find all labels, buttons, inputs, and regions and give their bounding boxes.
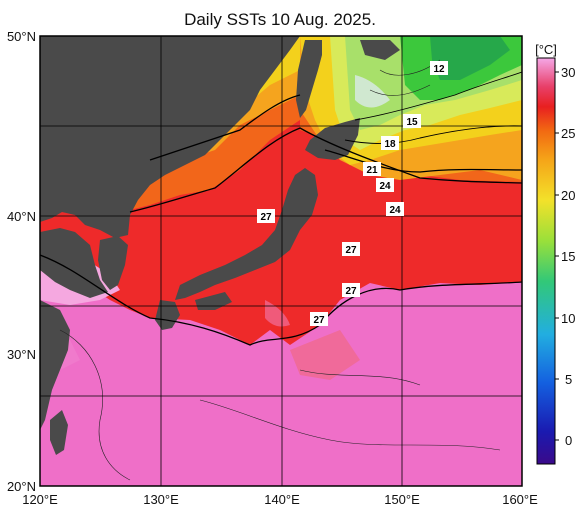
lat-label: 50°N xyxy=(7,29,36,44)
colorbar-tick-label: 20 xyxy=(561,188,575,203)
lat-label: 20°N xyxy=(7,479,36,494)
longitude-labels: 120°E 130°E 140°E 150°E 160°E xyxy=(22,492,538,507)
lon-label: 160°E xyxy=(502,492,538,507)
isotherm-label: 24 xyxy=(376,178,394,192)
colorbar-tick-label: 0 xyxy=(565,433,572,448)
lon-label: 140°E xyxy=(264,492,300,507)
svg-text:21: 21 xyxy=(366,165,378,176)
isotherm-label: 27 xyxy=(342,242,360,256)
taiwan xyxy=(50,410,68,455)
isotherm-label: 27 xyxy=(257,209,275,223)
svg-text:24: 24 xyxy=(379,181,391,192)
mainland-asia xyxy=(40,36,300,238)
isotherm-labels: 12 15 18 21 24 24 27 27 27 27 xyxy=(257,61,448,326)
svg-text:12: 12 xyxy=(433,64,445,75)
lat-label: 40°N xyxy=(7,209,36,224)
isotherm-label: 12 xyxy=(430,61,448,75)
china-coast xyxy=(40,228,108,298)
lon-label: 150°E xyxy=(384,492,420,507)
colorbar-unit: [°C] xyxy=(535,42,557,57)
shikoku xyxy=(195,292,232,310)
colorbar-tick-label: 15 xyxy=(561,249,575,264)
lon-label: 120°E xyxy=(22,492,58,507)
svg-text:18: 18 xyxy=(384,139,396,150)
colorbar-tick-label: 5 xyxy=(565,372,572,387)
minor-contours xyxy=(59,59,501,481)
colorbar-gradient xyxy=(536,57,556,465)
kamchatka-tip xyxy=(360,40,400,60)
lon-label: 130°E xyxy=(143,492,179,507)
sakhalin xyxy=(296,40,322,118)
svg-text:27: 27 xyxy=(260,212,272,223)
lat-label: 30°N xyxy=(7,347,36,362)
colorbar: [°C] 30 25 20 15 10 5 0 xyxy=(535,42,575,465)
latitude-labels: 50°N 40°N 30°N 20°N xyxy=(7,29,36,494)
isotherm-label: 27 xyxy=(310,312,328,326)
svg-text:27: 27 xyxy=(345,245,357,256)
colorbar-ticks xyxy=(555,71,559,441)
isotherm-label: 21 xyxy=(363,162,381,176)
isotherm-label: 15 xyxy=(403,114,421,128)
china-south-coast xyxy=(40,300,70,430)
svg-text:24: 24 xyxy=(389,205,401,216)
honshu xyxy=(175,168,318,300)
isotherm-label: 27 xyxy=(342,283,360,297)
colorbar-tick-label: 30 xyxy=(561,65,575,80)
map-frame xyxy=(39,35,523,487)
isotherm-label: 18 xyxy=(381,136,399,150)
graticule xyxy=(40,36,522,486)
colorbar-tick-label: 10 xyxy=(561,311,575,326)
map-title: Daily SSTs 10 Aug. 2025. xyxy=(184,10,376,29)
colorbar-tick-label: 25 xyxy=(561,126,575,141)
svg-text:15: 15 xyxy=(406,117,418,128)
korean-peninsula xyxy=(98,236,128,290)
svg-text:27: 27 xyxy=(313,315,325,326)
isotherm-label: 24 xyxy=(386,202,404,216)
svg-text:27: 27 xyxy=(345,286,357,297)
